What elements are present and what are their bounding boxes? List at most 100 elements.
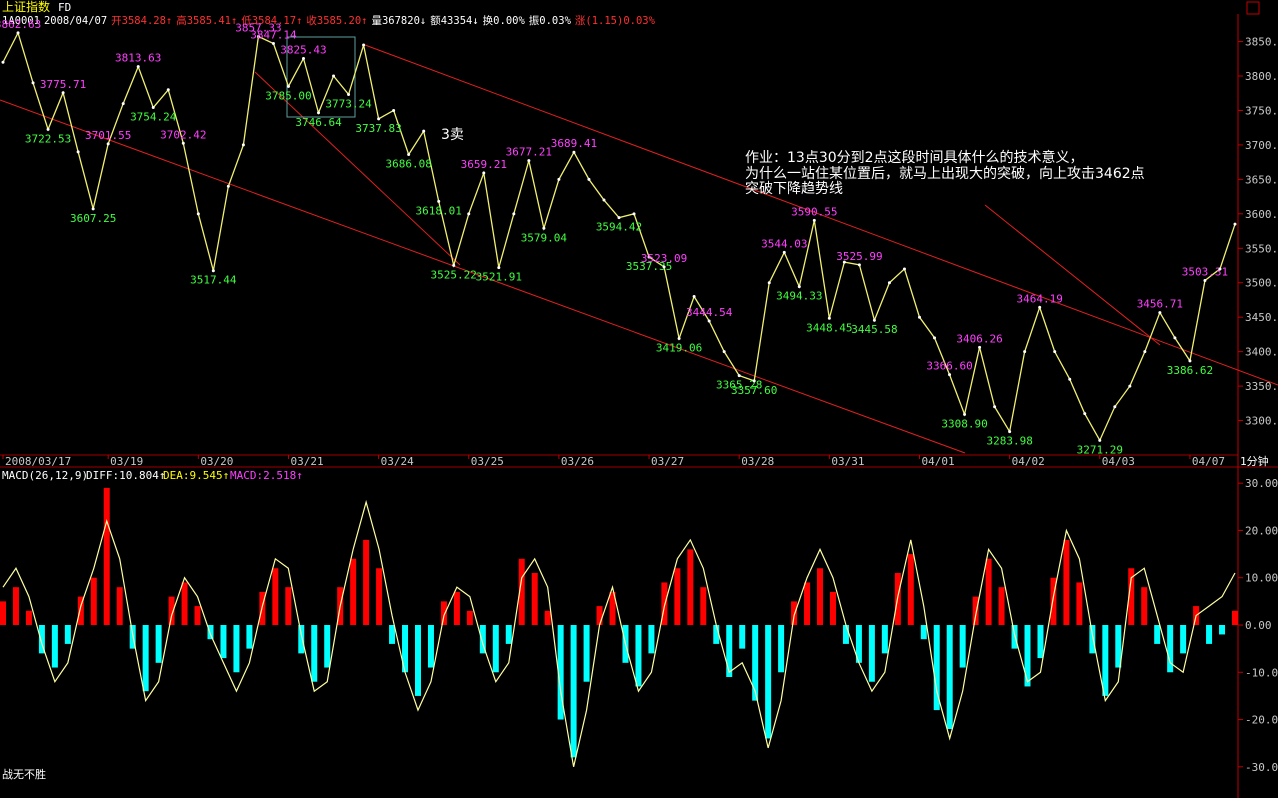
macd-bar [64,625,71,644]
macd-bar [959,625,966,668]
macd-bar [25,610,32,625]
quote-item: 2008/04/07 [44,15,107,27]
value-label: 3701.55 [85,129,131,142]
quote-item: 量367820↓ [371,15,426,27]
price-point [842,260,846,264]
price-point [902,267,906,271]
macd-bar [791,601,798,625]
price-point [1023,350,1027,354]
macd-bar [985,558,992,625]
quote-item: 开3584.28↑ [111,15,172,27]
value-label: 3754.24 [130,111,177,124]
macd-bar [804,582,811,625]
macd-bar [544,610,551,625]
price-point [1218,267,1222,271]
price-point [917,315,921,319]
value-label: 3590.55 [791,205,837,218]
chart-subtitle: FD [58,1,71,14]
price-point [1008,430,1012,434]
value-label: 3594.42 [596,221,642,234]
price-point [857,263,861,267]
macd-bar [998,587,1005,625]
value-label: 3448.45 [806,321,852,334]
x-tick-label: 04/01 [921,455,954,468]
macd-bar [311,625,318,682]
macd-bar [505,625,512,644]
price-point [948,373,952,377]
price-point [752,379,756,383]
annotation: 突破下降趋势线 [745,181,843,197]
price-point [392,108,396,112]
price-point [722,350,726,354]
price-point [301,56,305,60]
price-point [617,216,621,220]
value-label: 3525.99 [836,250,882,263]
value-label: 3523.09 [641,252,687,265]
price-point [1038,305,1042,309]
price-point [422,129,426,133]
macd-bar [674,568,681,625]
x-tick-label: 03/21 [290,455,323,468]
macd-bar [726,625,733,677]
value-label: 3456.71 [1137,298,1183,311]
macd-bar [583,625,590,682]
value-label: 3607.25 [70,212,116,225]
x-tick-label: 03/19 [110,455,143,468]
value-label: 3419.06 [656,342,702,355]
macd-bar [298,625,305,654]
macd-bar [933,625,940,711]
annotation: 为什么一站住某位置后，就马上出现大的突破，向上攻击3462点 [745,166,1145,182]
quote-item: 涨(1.15)0.03% [575,15,656,27]
value-label: 3406.26 [956,332,1002,345]
legend-entry: MACD:2.518↑ [230,469,303,482]
macd-bar [181,582,188,625]
macd-bar [1167,625,1174,673]
x-tick-label: 03/27 [651,455,684,468]
price-point [978,345,982,349]
price-point [1098,438,1102,442]
y-tick-label: 3850.00 [1245,36,1278,49]
trend-line [364,44,1278,386]
trend-line [254,71,461,266]
value-label: 3659.21 [461,158,507,171]
quote-item: 额43354↓ [430,14,478,27]
price-point [782,250,786,254]
x-tick-label: 03/26 [561,455,594,468]
y-tick-label: 3550.00 [1245,242,1278,255]
macd-bar [103,487,110,625]
macd-bar [868,625,875,682]
value-label: 3773.24 [325,97,372,110]
price-point [151,106,155,110]
window-button[interactable] [1246,1,1260,15]
price-point [812,218,816,222]
price-point [437,199,441,203]
macd-bar [1076,582,1083,625]
value-label: 3677.21 [506,146,552,159]
macd-bar [1024,625,1031,687]
quote-item: 1A0001 [2,15,40,27]
price-point [647,255,651,259]
value-label: 3308.90 [941,417,987,430]
y-tick-label: 3800.00 [1245,70,1278,83]
price-point [181,141,185,145]
macd-bar [881,625,888,654]
price-point [872,318,876,322]
price-point [1053,350,1057,354]
x-tick-label: 03/20 [200,455,233,468]
y-tick-label: -20.00 [1245,714,1278,727]
price-point [557,177,561,181]
macd-bar [1180,625,1187,654]
macd-bar [220,625,227,659]
macd-bar [700,587,707,625]
price-point [407,153,411,157]
value-label: 3618.01 [416,204,462,217]
price-point [241,143,245,147]
price-point [497,266,501,270]
price-point [377,117,381,121]
macd-bar [1050,577,1057,625]
price-point [933,336,937,340]
macd-bar [570,625,577,758]
y-tick-label: -10.00 [1245,666,1278,679]
x-tick-label: 03/28 [741,455,774,468]
x-tick-label: 04/03 [1102,455,1135,468]
